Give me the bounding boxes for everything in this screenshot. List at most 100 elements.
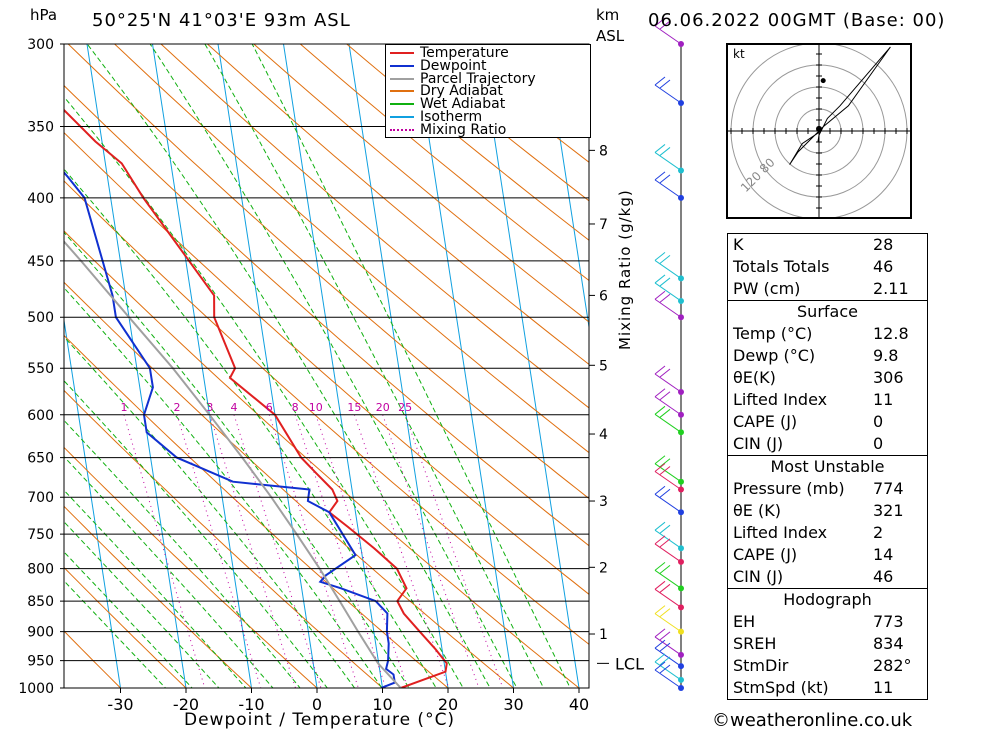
wet-adiabat-line — [64, 287, 383, 688]
wind-barb-feather — [654, 76, 666, 86]
index-value: 774 — [873, 479, 904, 498]
mixing-ratio-label: 25 — [398, 401, 412, 414]
index-name: StmDir — [733, 656, 789, 675]
hodograph-panel: kt 120 80 — [726, 43, 912, 219]
mixing-ratio-label: 8 — [292, 401, 299, 414]
x-tick-label: -30 — [107, 695, 133, 714]
index-value: 11 — [873, 390, 894, 409]
wind-barb — [654, 588, 682, 608]
wind-barb — [654, 647, 682, 667]
index-value: 282° — [873, 656, 912, 675]
pressure-tick-label: 450 — [27, 254, 54, 270]
wind-barb-feather — [654, 521, 666, 531]
index-name: SREH — [733, 634, 777, 653]
index-name: StmSpd (kt) — [733, 678, 829, 697]
pressure-tick-label: 700 — [27, 490, 54, 506]
km-tick-label: 2 — [599, 560, 608, 576]
wind-barb-feather — [659, 458, 671, 468]
legend-label: Mixing Ratio — [420, 121, 507, 138]
wind-barb — [654, 661, 682, 681]
wind-barb-feather — [654, 463, 666, 472]
wind-barb-feather — [659, 538, 671, 548]
mixing-ratio-line — [382, 414, 480, 688]
x-axis-title: Dewpoint / Temperature (°C) — [184, 710, 456, 730]
legend-label: Isotherm — [420, 109, 483, 125]
wind-barb — [654, 471, 682, 490]
pressure-tick-label: 500 — [27, 310, 54, 326]
legend-swatch — [390, 128, 414, 131]
index-name: θE (K) — [733, 501, 781, 520]
dry-adiabat-line — [206, 44, 589, 366]
isotherm-line — [151, 44, 253, 688]
wind-barb — [654, 529, 682, 549]
most-unstable-section: Most Unstable Pressure (mb) 774 θE (K) 321 L… — [728, 456, 927, 589]
legend-item: Wet Adiabat — [390, 97, 505, 111]
wind-barb-feather — [654, 628, 666, 638]
index-row: Totals Totals 46 — [728, 256, 927, 278]
wind-barb-feather — [659, 488, 671, 498]
index-value: 773 — [873, 612, 904, 631]
wind-barb-feather — [659, 524, 671, 534]
index-name: Temp (°C) — [733, 324, 813, 343]
index-name: EH — [733, 612, 756, 631]
location-header: 50°25'N 41°03'E 93m ASL — [92, 10, 351, 31]
pressure-tick-label: 650 — [27, 451, 54, 467]
wind-barb-feather — [654, 561, 666, 571]
mixing-ratio-label: 1 — [120, 401, 127, 414]
index-value: 12.8 — [873, 324, 909, 343]
index-row: Temp (°C) 12.8 — [728, 323, 927, 345]
index-name: CIN (J) — [733, 434, 784, 453]
isotherm-line — [217, 44, 318, 688]
series-parcel-trajectory — [64, 240, 402, 688]
index-value: 0 — [873, 434, 884, 453]
legend-swatch — [390, 103, 414, 106]
copyright-text[interactable]: ©weatheronline.co.uk — [712, 710, 913, 731]
mixing-ratio-line — [353, 414, 450, 688]
chart-legend: Temperature Dewpoint Parcel Trajectory Dry … — [385, 44, 591, 138]
series-dewpoint — [64, 170, 396, 688]
dry-adiabat-line — [299, 44, 589, 282]
mixing-ratio-label: 3 — [206, 401, 213, 414]
dry-adiabat-line — [64, 389, 384, 688]
x-tick-label: 20 — [438, 695, 458, 714]
index-row: CIN (J) 0 — [728, 433, 927, 455]
wind-barb-feather — [659, 466, 671, 475]
surface-section: Surface Temp (°C) 12.8 Dewp (°C) 9.8 θE(K) 30… — [728, 301, 927, 456]
legend-swatch — [390, 90, 414, 93]
wind-barb-feather — [659, 664, 671, 674]
dry-adiabat-line — [64, 566, 187, 688]
legend-item: Mixing Ratio — [390, 121, 507, 138]
wind-barb-feather — [659, 408, 671, 418]
index-name: PW (cm) — [733, 279, 801, 298]
legend-label: Dry Adiabat — [420, 83, 503, 100]
pressure-tick-label: 350 — [27, 119, 54, 135]
index-row: Pressure (mb) 774 — [728, 478, 927, 500]
wind-barb — [654, 298, 682, 318]
storm-motion-marker — [816, 125, 822, 132]
wind-barb — [654, 463, 682, 483]
wind-barb-feather — [659, 174, 671, 184]
legend-item: Isotherm — [390, 109, 483, 125]
km-tick-label: 7 — [599, 217, 608, 233]
basic-indices-section: K 28 Totals Totals 46 PW (cm) 2.11 — [728, 234, 927, 301]
index-row: θE (K) 321 — [728, 500, 927, 522]
pressure-tick-label: 900 — [27, 625, 54, 641]
wind-barb-feather — [659, 147, 671, 156]
wind-barb — [654, 260, 682, 279]
pressure-tick-label: 950 — [27, 654, 54, 670]
index-row: SREH 834 — [728, 633, 927, 655]
mixing-ratio-label: 10 — [309, 401, 323, 414]
index-row: StmDir 282° — [728, 655, 927, 677]
dry-adiabat-line — [160, 44, 589, 409]
index-value: 46 — [873, 567, 894, 586]
wet-adiabat-line — [64, 580, 167, 688]
wind-barb — [654, 373, 682, 393]
pressure-unit-label: hPa — [30, 6, 58, 24]
mixing-ratio-line — [123, 414, 206, 688]
mixing-ratio-label: 2 — [174, 401, 181, 414]
mixing-ratio-label: 6 — [266, 401, 273, 414]
dry-adiabat-line — [113, 44, 589, 454]
wind-barb-feather — [654, 653, 666, 663]
hodograph-trace — [789, 46, 891, 165]
legend-label: Dewpoint — [420, 57, 487, 74]
